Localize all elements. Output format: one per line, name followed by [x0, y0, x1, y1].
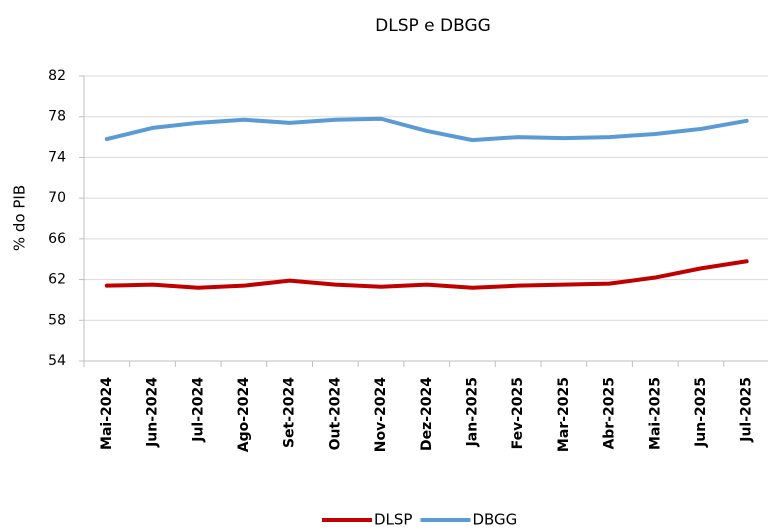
legend-label: DLSP: [374, 511, 412, 529]
y-tick-label: 74: [48, 149, 66, 165]
y-tick-label: 70: [48, 190, 66, 206]
x-tick-label: Jul-2025: [739, 377, 755, 443]
data-line: [104, 116, 749, 143]
x-tick-label: Abr-2025: [602, 377, 618, 450]
x-tick-label: Jan-2025: [464, 377, 480, 447]
legend-label: DBGG: [472, 511, 517, 529]
y-tick-label: 54: [48, 353, 66, 369]
y-tick-label: 78: [48, 109, 66, 125]
x-tick-label: Out-2024: [327, 377, 343, 451]
x-tick-label: Dez-2024: [419, 377, 435, 451]
x-tick-label: Ago-2024: [236, 377, 252, 453]
x-tick-label: Jun-2025: [693, 377, 709, 448]
x-tick-label: Jul-2024: [190, 377, 206, 443]
y-tick-label: 58: [48, 312, 66, 328]
data-line: [104, 259, 749, 290]
x-tick-label: Set-2024: [282, 377, 298, 448]
x-tick-label: Nov-2024: [373, 377, 389, 452]
y-tick-label: 62: [48, 272, 66, 288]
x-tick-label: Jun-2024: [145, 377, 161, 448]
y-tick-label: 82: [48, 68, 66, 84]
y-axis-label: % do PIB: [11, 185, 29, 251]
x-tick-label: Mai-2024: [99, 377, 115, 450]
x-tick-label: Mar-2025: [556, 377, 572, 452]
x-tick-label: Mai-2025: [647, 377, 663, 450]
y-tick-label: 66: [48, 231, 66, 247]
chart-title: DLSP e DBGG: [375, 16, 491, 36]
x-tick-label: Fev-2025: [510, 377, 526, 449]
